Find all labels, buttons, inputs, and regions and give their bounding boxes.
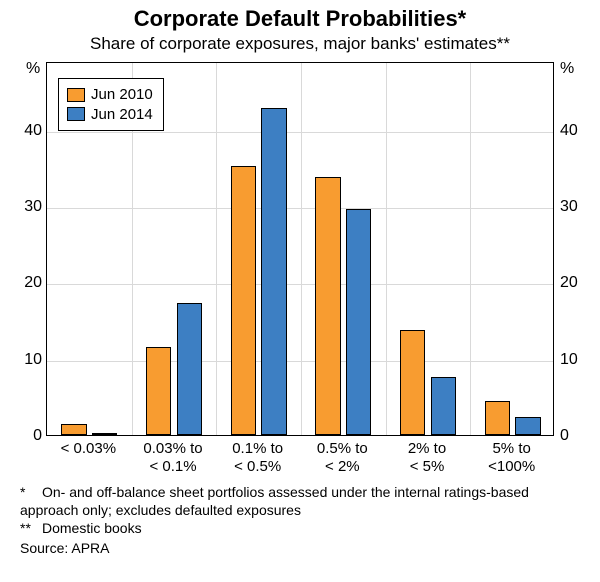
legend-swatch — [67, 107, 85, 121]
ytick-right: 10 — [560, 351, 578, 369]
footnote-2: **Domestic books — [20, 520, 142, 538]
bar-jun-2014 — [431, 377, 456, 435]
bar-jun-2014 — [177, 303, 202, 435]
ytick-left: 40 — [8, 122, 42, 140]
bar-jun-2010 — [315, 177, 340, 435]
gridline — [47, 361, 553, 362]
ytick-left: 10 — [8, 351, 42, 369]
ytick-left: 0 — [8, 427, 42, 445]
legend-item: Jun 2014 — [67, 105, 153, 125]
bar-jun-2014 — [92, 433, 117, 435]
legend: Jun 2010Jun 2014 — [58, 78, 164, 131]
xtick-label: 0.1% to < 0.5% — [232, 440, 283, 476]
bar-jun-2014 — [515, 417, 540, 435]
bar-jun-2010 — [61, 424, 86, 435]
bar-jun-2010 — [485, 401, 510, 435]
gridline — [47, 284, 553, 285]
chart-title: Corporate Default Probabilities* — [0, 6, 600, 32]
chart-subtitle: Share of corporate exposures, major bank… — [0, 34, 600, 54]
bar-jun-2010 — [400, 330, 425, 435]
chart-container: { "title": "Corporate Default Probabilit… — [0, 0, 600, 582]
ytick-right: 40 — [560, 122, 578, 140]
category-separator — [386, 63, 387, 435]
bar-jun-2010 — [231, 166, 256, 435]
ytick-left: 20 — [8, 274, 42, 292]
ytick-right: 20 — [560, 274, 578, 292]
xtick-label: 2% to < 5% — [408, 440, 446, 476]
bar-jun-2014 — [261, 108, 286, 435]
bar-jun-2010 — [146, 347, 171, 435]
xtick-label: 0.03% to < 0.1% — [143, 440, 202, 476]
xtick-label: 5% to <100% — [488, 440, 535, 476]
legend-swatch — [67, 88, 85, 102]
legend-label: Jun 2010 — [91, 85, 153, 105]
source-label: Source: APRA — [20, 540, 110, 558]
y-axis-unit-right: % — [560, 60, 574, 78]
bar-jun-2014 — [346, 209, 371, 435]
category-separator — [216, 63, 217, 435]
gridline — [47, 132, 553, 133]
ytick-left: 30 — [8, 198, 42, 216]
ytick-right: 0 — [560, 427, 569, 445]
gridline — [47, 208, 553, 209]
legend-label: Jun 2014 — [91, 105, 153, 125]
ytick-right: 30 — [560, 198, 578, 216]
footnote-1: *On- and off-balance sheet portfolios as… — [20, 484, 580, 519]
xtick-label: 0.5% to < 2% — [317, 440, 368, 476]
xtick-label: < 0.03% — [61, 440, 116, 458]
category-separator — [470, 63, 471, 435]
y-axis-unit-left: % — [26, 60, 40, 78]
category-separator — [301, 63, 302, 435]
legend-item: Jun 2010 — [67, 85, 153, 105]
